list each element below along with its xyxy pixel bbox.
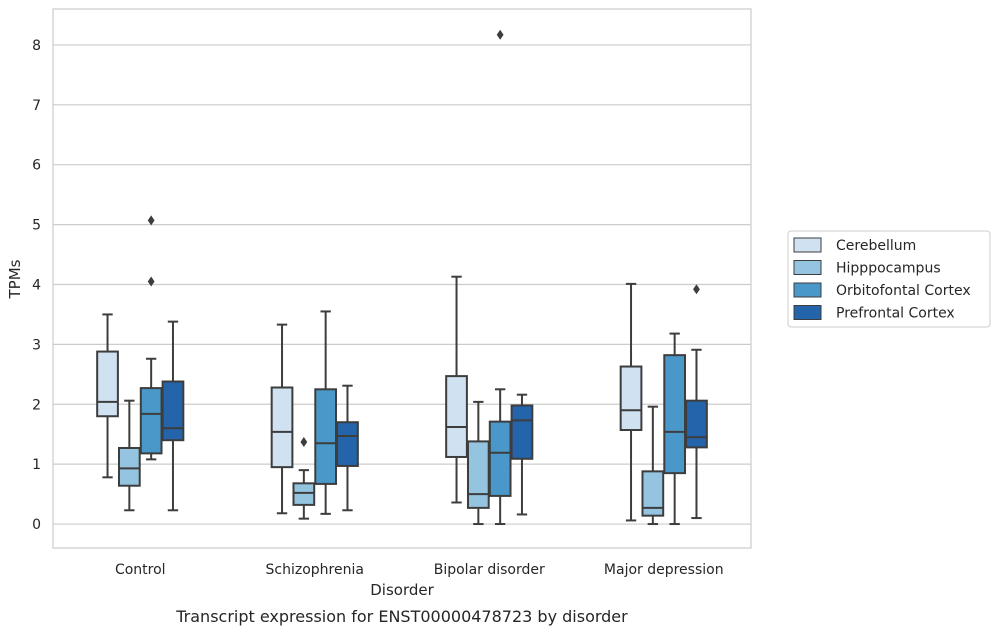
- y-tick-label: 1: [32, 457, 41, 473]
- outlier-point: [693, 284, 700, 295]
- plot-area: [52, 8, 752, 549]
- box-group: [488, 29, 512, 526]
- y-tick-label: 6: [32, 158, 41, 174]
- box: [445, 375, 468, 458]
- legend-label: Orbitofontal Cortex: [836, 283, 971, 299]
- box: [161, 380, 185, 442]
- x-tick-label: Bipolar disorder: [434, 562, 545, 578]
- y-tick-label: 5: [32, 218, 41, 234]
- box: [685, 399, 708, 449]
- box: [466, 440, 490, 509]
- chart-caption: Transcript expression for ENST0000047872…: [175, 607, 628, 626]
- box-group: [292, 436, 316, 520]
- outlier-point: [147, 215, 155, 226]
- box-series: [96, 29, 708, 526]
- legend-label: Cerebellum: [836, 238, 916, 254]
- x-tick-label: Control: [115, 562, 166, 578]
- box-group: [161, 320, 185, 512]
- legend: Cerebellum Hipppocampus Orbitofontal Corte…: [787, 230, 991, 328]
- box-group: [685, 284, 708, 520]
- outlier-point: [147, 276, 155, 287]
- y-tick-label: 0: [32, 517, 41, 533]
- x-axis-ticks: Control Schizophrenia Bipolar disorder Majo…: [115, 562, 724, 578]
- box-group: [641, 405, 665, 526]
- box: [488, 420, 512, 497]
- box-group: [619, 282, 643, 522]
- legend-swatch: [793, 305, 822, 320]
- x-tick-label: Schizophrenia: [266, 562, 364, 578]
- box-group: [314, 310, 338, 515]
- box: [641, 470, 665, 517]
- box-group: [270, 323, 294, 515]
- box-group: [139, 215, 163, 461]
- box: [96, 350, 119, 418]
- box: [336, 421, 359, 467]
- legend-swatch: [793, 260, 822, 275]
- legend-swatch: [793, 237, 822, 253]
- legend-label: Hipppocampus: [836, 261, 941, 277]
- box: [619, 365, 643, 432]
- legend-label: Prefrontal Cortex: [836, 306, 955, 322]
- legend-swatch: [793, 282, 822, 298]
- box: [510, 404, 534, 460]
- box: [117, 446, 141, 487]
- box-group: [466, 400, 490, 526]
- box: [270, 386, 294, 469]
- y-tick-label: 3: [32, 337, 41, 353]
- box: [314, 388, 338, 485]
- box-group: [445, 275, 468, 504]
- box-group: [336, 384, 359, 512]
- box-group: [96, 313, 119, 479]
- x-axis-label: Disorder: [370, 581, 434, 599]
- legend-frame: [787, 230, 991, 328]
- box-group: [663, 332, 687, 526]
- outlier-point: [300, 436, 308, 447]
- box-group: [117, 399, 141, 512]
- box: [292, 482, 316, 506]
- x-tick-label: Major depression: [604, 562, 724, 578]
- y-tick-label: 4: [32, 277, 41, 293]
- y-axis-ticks: 0 1 2 3 4 5 6 7 8: [32, 38, 41, 533]
- y-tick-label: 2: [32, 397, 41, 413]
- y-tick-label: 7: [32, 98, 41, 114]
- y-axis-label: TPMs: [6, 259, 24, 299]
- box: [663, 354, 687, 475]
- box-group: [510, 393, 534, 516]
- box: [139, 387, 163, 455]
- y-tick-label: 8: [32, 38, 41, 54]
- outlier-point: [496, 29, 504, 40]
